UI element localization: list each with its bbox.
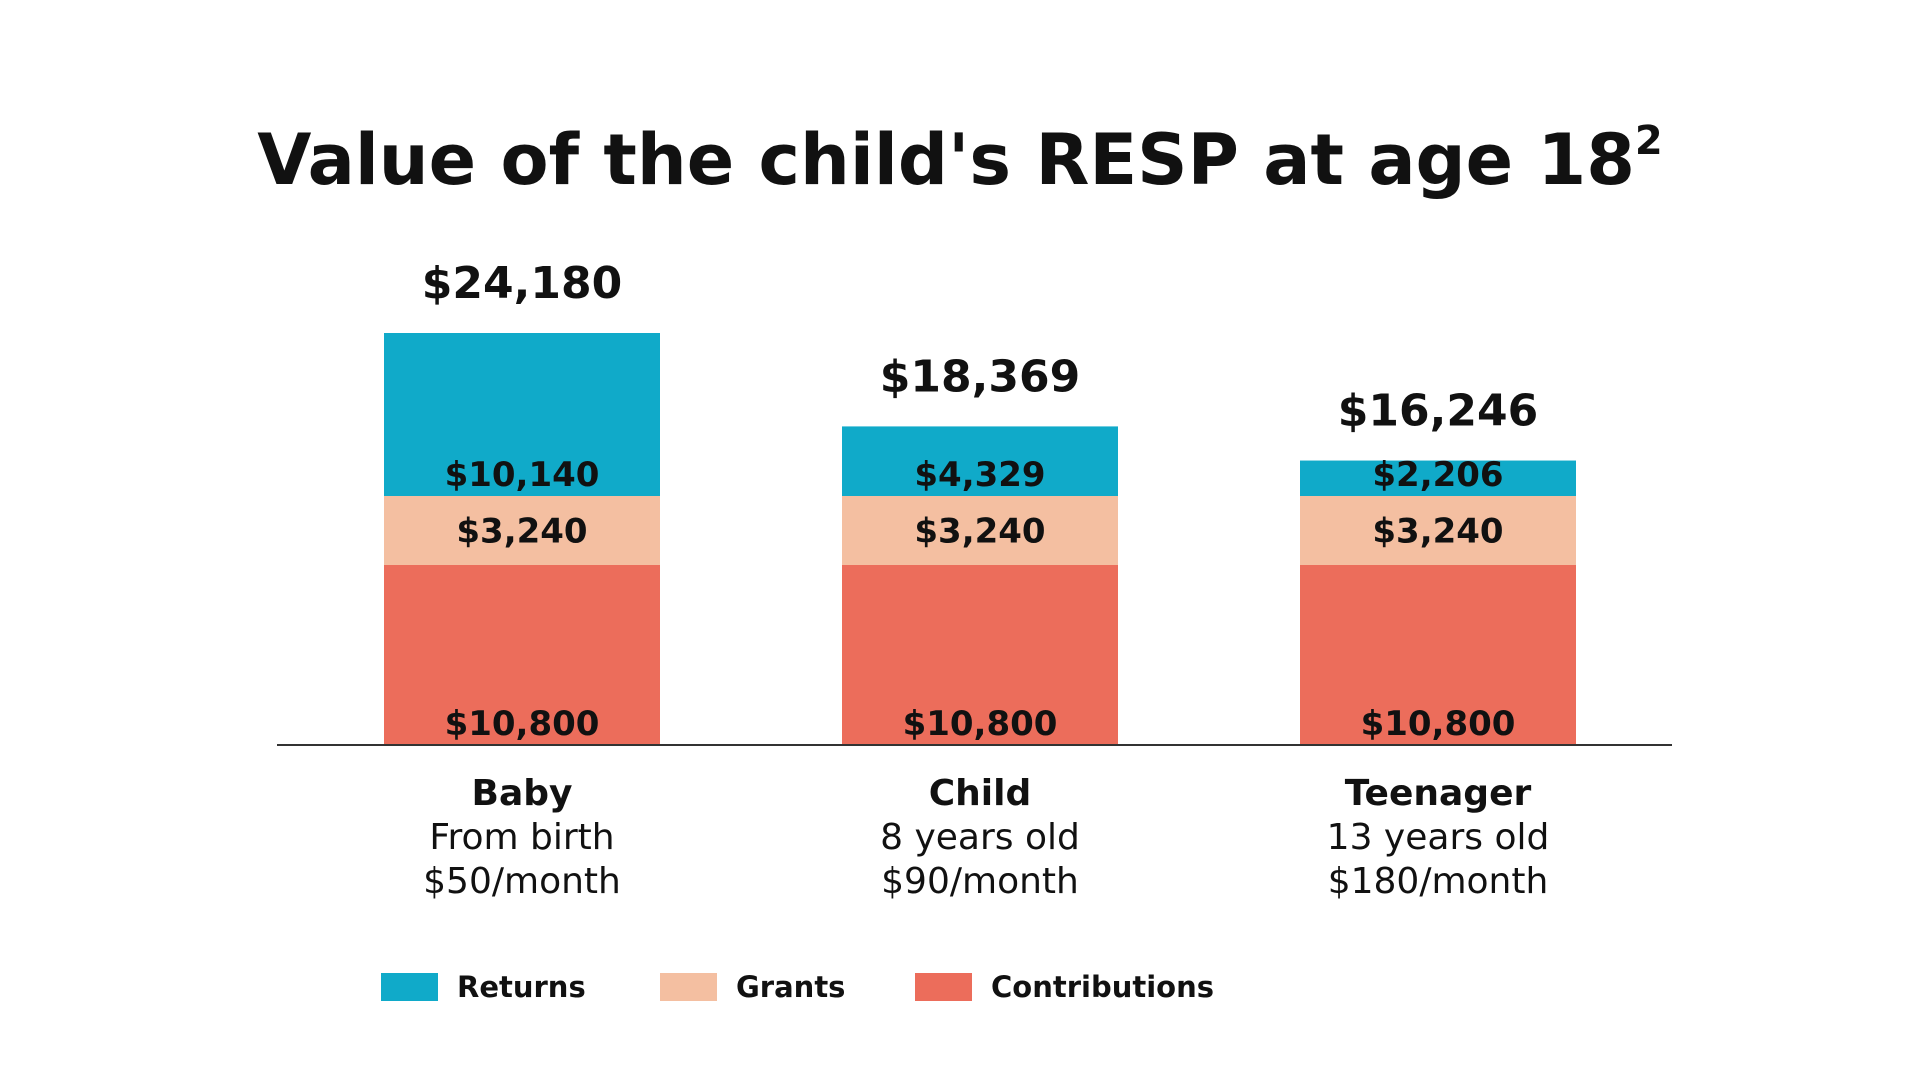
bar-total-label: $24,180 (422, 258, 622, 309)
bar-segment-contributions-baby (384, 565, 660, 745)
category-detail-label: $50/month (423, 861, 621, 902)
legend-label-grants: Grants (736, 970, 845, 1004)
chart-title-main: Value of the child's RESP at age 18 (257, 119, 1635, 201)
bar-value-label-contributions: $10,800 (445, 704, 600, 744)
bar-value-label-returns: $2,206 (1372, 455, 1503, 495)
chart-title-superscript: 2 (1635, 118, 1663, 164)
category-detail-label: From birth (429, 817, 614, 858)
chart-title: Value of the child's RESP at age 182 (257, 118, 1663, 201)
bar-segment-grants-child (842, 496, 1118, 565)
bar-segment-contributions-child (842, 565, 1118, 745)
bar-segment-contributions-teenager (1300, 565, 1576, 745)
legend-swatch-contributions (915, 973, 972, 1001)
bar-segment-grants-teenager (1300, 496, 1576, 565)
bar-segment-returns-baby (384, 333, 660, 496)
bar-value-label-returns: $4,329 (914, 455, 1045, 495)
bar-value-label-contributions: $10,800 (1361, 704, 1516, 744)
bars-layer: $10,800 $3,240 $10,140 $24,180 $10,800 $3,240… (384, 258, 1576, 745)
bar-segment-returns-teenager (1300, 460, 1576, 496)
bar-value-label-contributions: $10,800 (903, 704, 1058, 744)
category-name-label: Child (929, 773, 1032, 814)
bar-value-label-returns: $10,140 (445, 455, 600, 495)
bar-segment-returns-child (842, 426, 1118, 496)
category-name-label: Teenager (1345, 773, 1532, 814)
legend-swatch-grants (660, 973, 717, 1001)
category-detail-label: 13 years old (1327, 817, 1550, 858)
legend: Returns Grants Contributions (381, 970, 1214, 1004)
bar-value-label-grants: $3,240 (1372, 512, 1503, 552)
category-detail-label: $90/month (881, 861, 1079, 902)
bar-total-label: $16,246 (1338, 386, 1538, 437)
category-name-label: Baby (472, 773, 573, 814)
bar-segment-grants-baby (384, 496, 660, 565)
bar-value-label-grants: $3,240 (456, 512, 587, 552)
category-detail-label: $180/month (1328, 861, 1549, 902)
legend-swatch-returns (381, 973, 438, 1001)
bar-value-label-grants: $3,240 (914, 512, 1045, 552)
bar-total-label: $18,369 (880, 351, 1080, 402)
legend-label-contributions: Contributions (991, 970, 1214, 1004)
category-detail-label: 8 years old (880, 817, 1080, 858)
legend-label-returns: Returns (457, 970, 586, 1004)
